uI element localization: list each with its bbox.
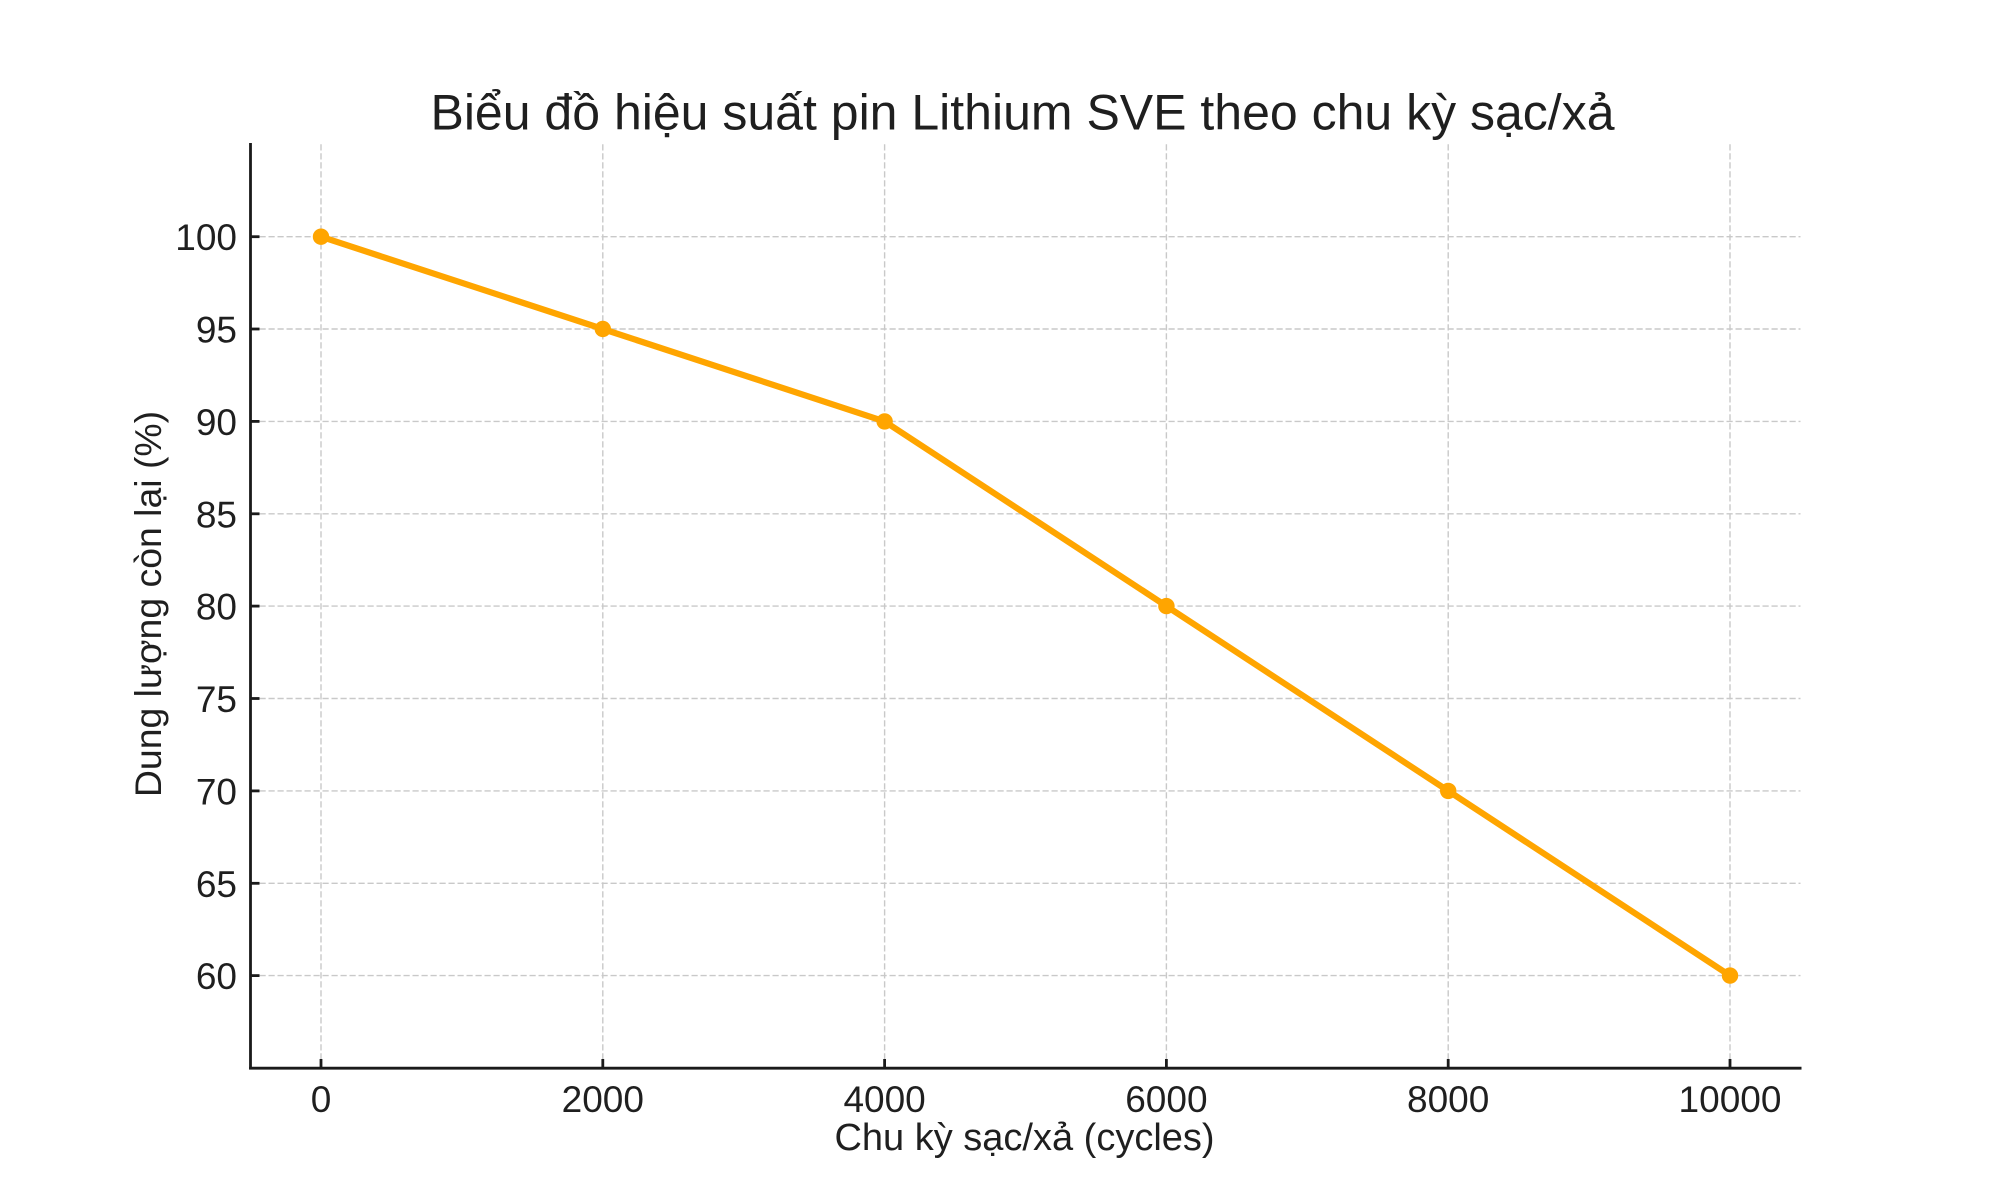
svg-text:70: 70: [196, 771, 237, 812]
svg-text:4000: 4000: [843, 1079, 925, 1120]
svg-text:Biểu đồ hiệu suất pin Lithium: Biểu đồ hiệu suất pin Lithium SVE theo c…: [430, 85, 1614, 141]
svg-text:6000: 6000: [1125, 1079, 1207, 1120]
svg-text:8000: 8000: [1407, 1079, 1489, 1120]
svg-text:Chu kỳ sạc/xả (cycles): Chu kỳ sạc/xả (cycles): [834, 1117, 1214, 1159]
svg-text:10000: 10000: [1679, 1079, 1782, 1120]
svg-text:75: 75: [196, 679, 237, 720]
svg-text:Dung lượng còn lại (%): Dung lượng còn lại (%): [127, 411, 169, 797]
svg-text:100: 100: [175, 217, 237, 258]
svg-text:85: 85: [196, 494, 237, 535]
svg-text:60: 60: [196, 956, 237, 997]
svg-text:95: 95: [196, 310, 237, 351]
svg-text:65: 65: [196, 864, 237, 905]
svg-text:90: 90: [196, 402, 237, 443]
svg-text:80: 80: [196, 587, 237, 628]
svg-text:2000: 2000: [562, 1079, 644, 1120]
svg-text:0: 0: [311, 1079, 332, 1120]
